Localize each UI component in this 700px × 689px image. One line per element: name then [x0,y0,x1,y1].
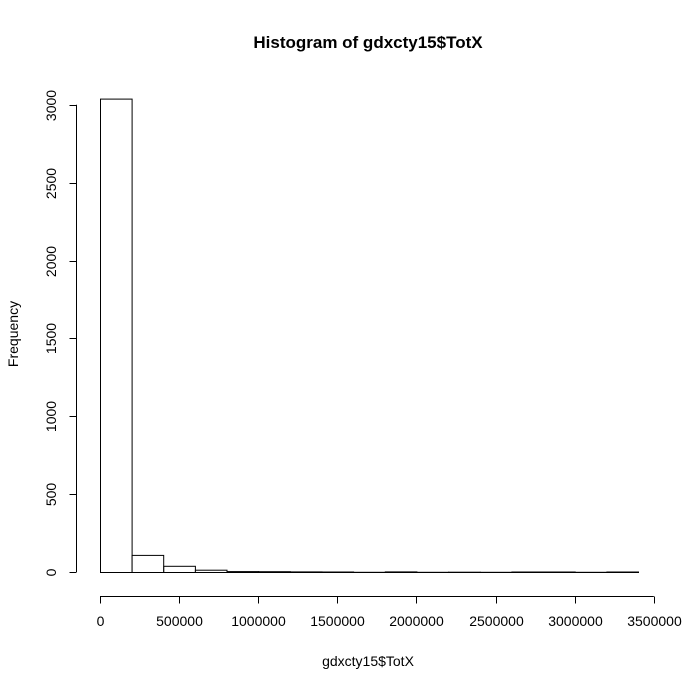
histogram-bar [163,565,196,573]
histogram-bar [384,571,418,574]
histogram-bar [194,569,228,574]
x-tick-label: 1000000 [231,613,286,629]
y-tick-label: 3000 [43,90,59,121]
y-tick-label: 2500 [43,168,59,199]
histogram-bar [258,571,291,574]
histogram-bar [226,571,260,573]
x-tick-label: 3000000 [548,613,603,629]
x-axis: 0 500000 1000000 1500000 2000000 2500000 30000… [97,596,682,629]
y-tick-label: 500 [43,483,59,507]
x-tick-label: 1500000 [310,613,365,629]
histogram-bar [131,554,165,574]
histogram-bar [543,571,576,573]
histogram-bar [606,571,640,573]
x-tick-label: 2500000 [469,613,524,629]
y-tick-label: 0 [43,568,59,576]
x-tick-label: 2000000 [389,613,444,629]
x-tick-label: 500000 [156,613,203,629]
chart-title: Histogram of gdxcty15$TotX [253,33,483,52]
bars-group [100,98,640,574]
histogram-bar [511,571,544,573]
y-axis: 0 500 1000 1500 2000 2500 3000 [43,90,77,576]
y-tick-label: 1500 [43,323,59,354]
x-tick-label: 3500000 [627,613,682,629]
histogram-bar [100,98,133,573]
histogram-bar [321,571,355,573]
y-axis-label: Frequency [5,301,21,367]
y-tick-label: 2000 [43,246,59,277]
x-tick-label: 0 [97,613,105,629]
histogram-bar [289,571,323,574]
y-tick-label: 1000 [43,401,59,432]
x-axis-label: gdxcty15$TotX [322,653,414,669]
